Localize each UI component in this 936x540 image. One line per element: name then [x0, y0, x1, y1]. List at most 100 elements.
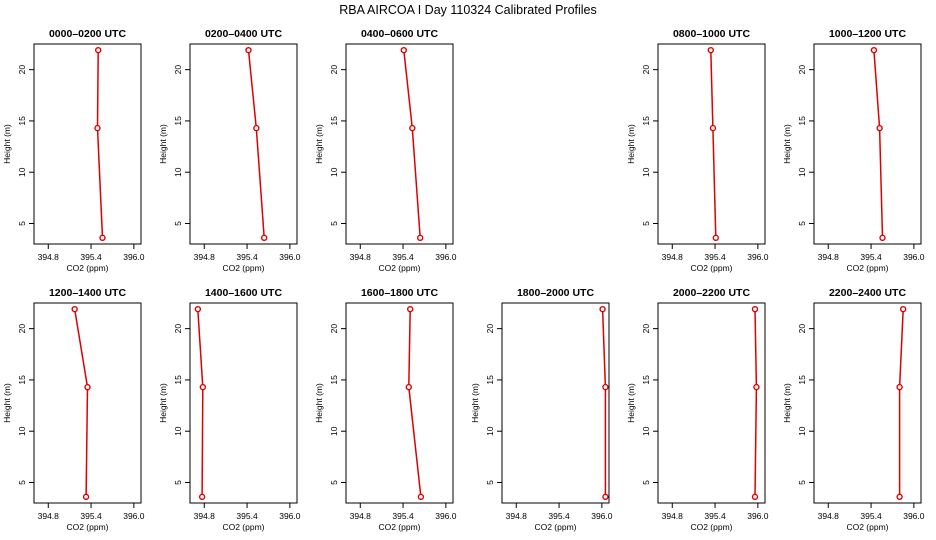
plot-frame	[189, 43, 298, 245]
profile-point	[400, 46, 407, 54]
y-tick-label: 10	[329, 426, 339, 436]
profile-point	[753, 383, 760, 391]
plot-frame	[345, 302, 454, 504]
profile-point	[82, 493, 90, 501]
x-tick-label: 396.0	[123, 252, 145, 262]
panel-title: 1600–1800 UTC	[361, 287, 438, 299]
panel-11: 2200–2400 UTC 394.8 395.4 396.0 5 10 15 20 CO2 (…	[782, 287, 925, 532]
y-tick-label: 15	[641, 116, 651, 126]
y-tick-label: 15	[797, 375, 807, 385]
profile-point	[260, 234, 268, 242]
x-tick-label: 395.4	[80, 511, 102, 521]
y-tick-label: 20	[329, 65, 339, 75]
profile-point	[417, 493, 425, 501]
plot-frame	[501, 302, 610, 504]
x-tick-label: 395.4	[392, 252, 414, 262]
panel-10: 2000–2200 UTC 394.8 395.4 396.0 5 10 15 20 CO2 (…	[626, 287, 769, 532]
profile-point	[602, 493, 609, 501]
profile-point	[199, 383, 207, 391]
x-tick-label: 396.0	[747, 252, 769, 262]
y-tick-label: 15	[485, 375, 495, 385]
x-axis-label: CO2 (ppm)	[222, 522, 264, 532]
y-axis-label: Height (m)	[158, 124, 168, 164]
y-tick-label: 20	[797, 324, 807, 334]
y-tick-label: 5	[173, 480, 183, 485]
profile-point	[876, 124, 883, 132]
x-tick-label: 395.4	[548, 511, 570, 521]
profile-line	[73, 309, 89, 497]
x-axis-label: CO2 (ppm)	[690, 263, 732, 273]
panel-title: 0000–0200 UTC	[49, 28, 126, 40]
y-tick-label: 10	[329, 167, 339, 177]
y-tick-label: 20	[329, 324, 339, 334]
x-tick-label: 394.8	[818, 252, 840, 262]
x-axis-label: CO2 (ppm)	[534, 522, 576, 532]
x-axis-label: CO2 (ppm)	[378, 522, 420, 532]
y-tick-label: 10	[641, 426, 651, 436]
x-axis-label: CO2 (ppm)	[222, 263, 264, 273]
y-tick-label: 20	[485, 324, 495, 334]
y-axis-label: Height (m)	[314, 124, 324, 164]
x-tick-label: 396.0	[591, 511, 613, 521]
y-tick-label: 5	[485, 480, 495, 485]
profile-line	[601, 309, 607, 497]
panel-4: 0800–1000 UTC 394.8 395.4 396.0 5 10 15 20 CO2 (…	[626, 28, 769, 273]
panel-title: 1000–1200 UTC	[829, 28, 906, 40]
profile-point	[407, 305, 414, 313]
y-tick-label: 5	[797, 221, 807, 226]
y-tick-label: 10	[173, 426, 183, 436]
y-tick-label: 5	[17, 221, 27, 226]
panels-grid: 0000–0200 UTC 394.8 395.4 396.0 5 10 15 20 CO2 (…	[2, 28, 925, 532]
x-tick-label: 394.8	[350, 252, 372, 262]
panel-title: 0800–1000 UTC	[673, 28, 750, 40]
profile-point	[896, 383, 903, 391]
x-tick-label: 394.8	[38, 511, 60, 521]
x-tick-label: 395.4	[392, 511, 414, 521]
y-tick-label: 15	[797, 116, 807, 126]
plot-frame	[813, 43, 922, 245]
y-tick-label: 5	[797, 480, 807, 485]
y-tick-label: 5	[329, 480, 339, 485]
y-tick-label: 15	[329, 375, 339, 385]
x-tick-label: 395.4	[704, 511, 726, 521]
panel-1: 0200–0400 UTC 394.8 395.4 396.0 5 10 15 20 CO2 (…	[158, 28, 301, 273]
profile-point	[599, 305, 606, 313]
profile-line	[96, 50, 104, 238]
profile-line	[710, 50, 717, 238]
profile-point	[245, 46, 252, 54]
panel-title: 1400–1600 UTC	[205, 287, 282, 299]
profile-point	[94, 124, 101, 132]
x-tick-label: 396.0	[123, 511, 145, 521]
profile-point	[870, 46, 878, 54]
y-tick-label: 20	[641, 324, 651, 334]
panel-8: 1600–1800 UTC 394.8 395.4 396.0 5 10 15 20 CO2 (…	[314, 287, 457, 532]
profile-line	[403, 50, 421, 238]
plot-frame	[657, 302, 766, 504]
profile-point	[405, 383, 412, 391]
y-tick-label: 5	[641, 480, 651, 485]
x-axis-label: CO2 (ppm)	[846, 522, 888, 532]
x-tick-label: 394.8	[818, 511, 840, 521]
plot-frame	[657, 43, 766, 245]
x-tick-label: 396.0	[747, 511, 769, 521]
x-tick-label: 395.4	[236, 252, 258, 262]
plot-frame	[33, 43, 142, 245]
panel-6: 1200–1400 UTC 394.8 395.4 396.0 5 10 15 20 CO2 (…	[2, 287, 145, 532]
panel-5: 1000–1200 UTC 394.8 395.4 396.0 5 10 15 20 CO2 (…	[782, 28, 925, 273]
x-tick-label: 396.0	[279, 511, 301, 521]
y-tick-label: 15	[173, 116, 183, 126]
y-axis-label: Height (m)	[782, 124, 792, 164]
y-axis-label: Height (m)	[626, 383, 636, 423]
y-tick-label: 10	[797, 426, 807, 436]
y-tick-label: 10	[173, 167, 183, 177]
y-tick-label: 15	[17, 375, 27, 385]
x-tick-label: 394.8	[662, 511, 684, 521]
profile-point	[879, 234, 886, 242]
y-tick-label: 20	[173, 65, 183, 75]
y-axis-label: Height (m)	[470, 383, 480, 423]
y-tick-label: 10	[641, 167, 651, 177]
y-tick-label: 5	[641, 221, 651, 226]
profile-point	[896, 493, 903, 501]
profile-point	[198, 493, 206, 501]
